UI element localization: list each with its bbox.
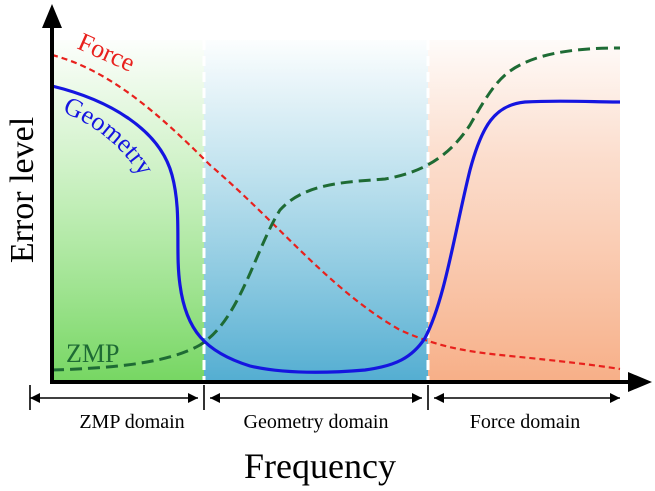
domain-arrows (29, 385, 620, 410)
domain-label-force: Force domain (470, 411, 581, 433)
y-axis-arrowhead (42, 4, 62, 28)
force-domain-region (428, 40, 620, 382)
geometry-domain-region (204, 40, 428, 382)
domain-label-geometry: Geometry domain (244, 411, 389, 433)
zmp-curve-label: ZMP (66, 339, 119, 368)
x-axis-label: Frequency (244, 446, 396, 486)
y-axis-label: Error level (4, 117, 41, 263)
x-axis-arrowhead (628, 372, 652, 392)
geometry-curve (51, 84, 621, 374)
force-curve (51, 53, 621, 371)
domain-label-zmp: ZMP domain (79, 411, 184, 433)
zmp-curve (51, 46, 621, 372)
